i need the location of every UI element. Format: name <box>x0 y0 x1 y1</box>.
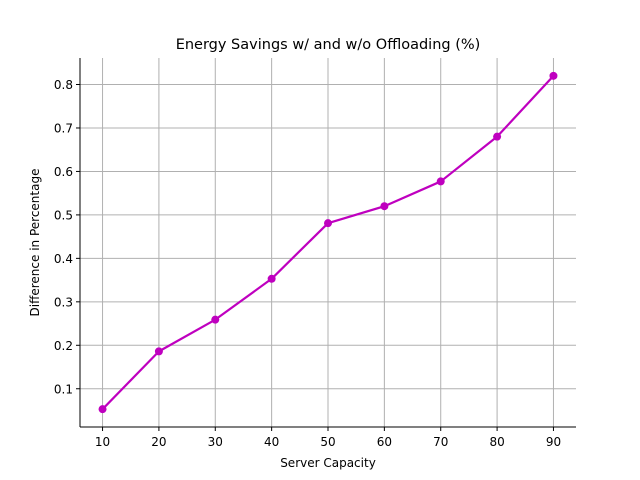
data-point <box>324 219 332 228</box>
data-point <box>380 202 389 211</box>
series <box>98 71 558 414</box>
x-tick-label: 50 <box>320 435 335 449</box>
y-tick-label: 0.4 <box>54 252 73 266</box>
x-tick-label: 20 <box>151 435 166 449</box>
data-point <box>436 177 445 186</box>
y-tick-label: 0.3 <box>54 295 73 309</box>
x-tick-label: 80 <box>489 435 504 449</box>
y-tick-label: 0.6 <box>54 165 73 179</box>
y-tick-label: 0.5 <box>54 208 73 222</box>
data-point <box>549 71 558 80</box>
x-tick-label: 60 <box>377 435 392 449</box>
data-point <box>267 274 276 283</box>
x-tick-label: 30 <box>208 435 223 449</box>
data-point <box>98 405 107 414</box>
chart-title: Energy Savings w/ and w/o Offloading (%) <box>176 37 481 53</box>
ticks: 10 20 30 40 50 60 70 80 90 0.1 0.2 0.3 0.4 0.5 0.6 0.7 0… <box>54 78 561 449</box>
data-point <box>154 347 163 356</box>
data-point <box>493 132 502 141</box>
y-tick-label: 0.8 <box>54 78 73 92</box>
x-tick-label: 10 <box>95 435 110 449</box>
data-point <box>211 315 220 324</box>
x-tick-label: 40 <box>264 435 279 449</box>
y-axis-label: Difference in Percentage <box>28 169 42 317</box>
x-tick-label: 90 <box>546 435 561 449</box>
y-tick-label: 0.2 <box>54 339 73 353</box>
x-axis-label: Server Capacity <box>280 456 376 470</box>
y-tick-label: 0.1 <box>54 382 73 396</box>
grid <box>80 58 576 427</box>
y-tick-label: 0.7 <box>54 121 73 135</box>
x-tick-label: 70 <box>433 435 448 449</box>
